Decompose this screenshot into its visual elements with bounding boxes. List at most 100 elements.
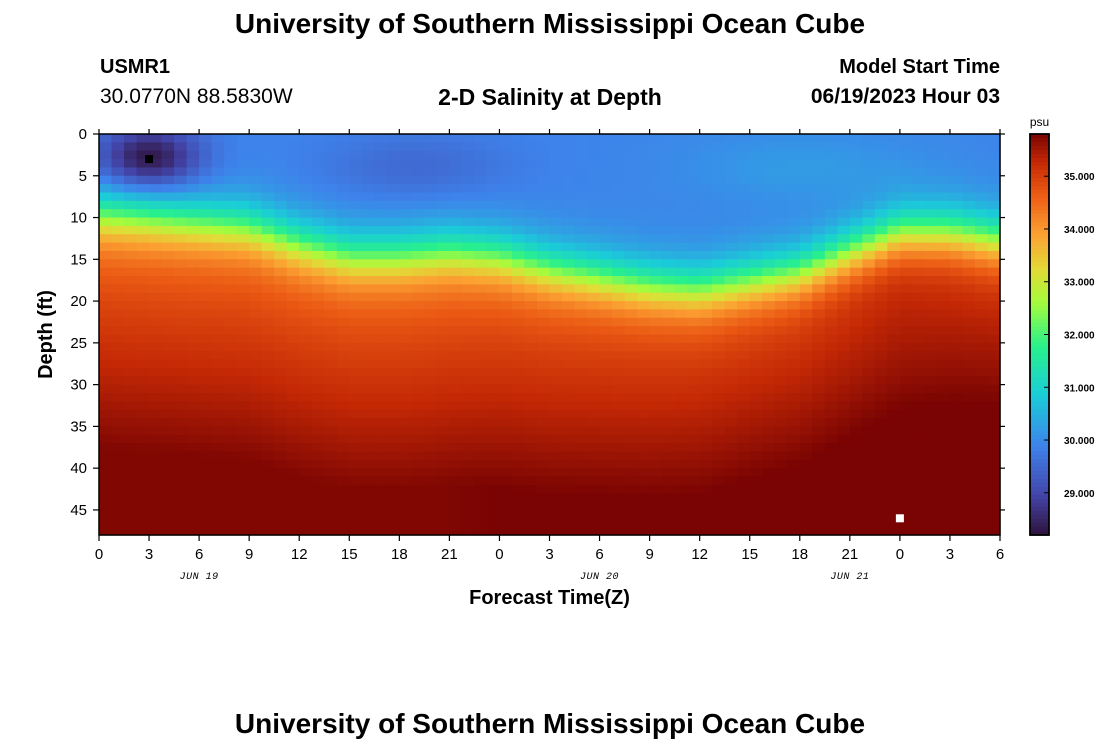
heatmap-cell bbox=[336, 225, 350, 235]
colorbar-cell bbox=[1030, 362, 1049, 368]
heatmap-cell bbox=[386, 309, 400, 319]
heatmap-cell bbox=[524, 267, 538, 277]
colorbar-cell bbox=[1030, 454, 1049, 460]
heatmap-cell bbox=[399, 443, 413, 453]
heatmap-cell bbox=[261, 159, 275, 169]
heatmap-cell bbox=[336, 159, 350, 169]
heatmap-cell bbox=[436, 351, 450, 361]
heatmap-cell bbox=[174, 150, 188, 160]
heatmap-cell bbox=[662, 292, 676, 302]
heatmap-cell bbox=[737, 392, 751, 402]
heatmap-cell bbox=[311, 142, 325, 152]
colorbar-cell bbox=[1030, 306, 1049, 312]
heatmap-cell bbox=[174, 459, 188, 469]
heatmap-cell bbox=[436, 434, 450, 444]
heatmap-cell bbox=[687, 167, 701, 177]
heatmap-cell bbox=[211, 418, 225, 427]
heatmap-cell bbox=[937, 359, 951, 369]
heatmap-cell bbox=[637, 192, 651, 202]
heatmap-cell bbox=[249, 250, 263, 260]
heatmap-cell bbox=[411, 317, 425, 327]
heatmap-cell bbox=[712, 284, 726, 294]
heatmap-cell bbox=[436, 284, 450, 294]
heatmap-cell bbox=[336, 384, 350, 394]
heatmap-cell bbox=[887, 484, 901, 494]
heatmap-cell bbox=[199, 184, 213, 194]
heatmap-cell bbox=[299, 443, 313, 453]
heatmap-cell bbox=[449, 284, 463, 294]
heatmap-cell bbox=[662, 342, 676, 352]
heatmap-cell bbox=[799, 175, 813, 185]
heatmap-cell bbox=[924, 326, 939, 336]
heatmap-cell bbox=[386, 175, 400, 185]
heatmap-cell bbox=[149, 209, 163, 219]
heatmap-cell bbox=[862, 259, 876, 269]
heatmap-cell bbox=[812, 476, 826, 486]
heatmap-cell bbox=[674, 376, 688, 386]
heatmap-cell bbox=[612, 326, 626, 336]
model-start-label: Model Start Time bbox=[839, 56, 1000, 78]
heatmap-cell bbox=[349, 159, 363, 169]
heatmap-cell bbox=[436, 225, 450, 235]
heatmap-cell bbox=[349, 242, 363, 252]
heatmap-cell bbox=[386, 376, 400, 386]
heatmap-cell bbox=[299, 468, 313, 478]
heatmap-cell bbox=[874, 175, 888, 185]
heatmap-cell bbox=[699, 359, 713, 369]
heatmap-cell bbox=[524, 526, 538, 536]
heatmap-cell bbox=[637, 242, 651, 252]
heatmap-cell bbox=[311, 334, 325, 344]
heatmap-cell bbox=[724, 443, 738, 453]
heatmap-cell bbox=[849, 476, 863, 486]
heatmap-cell bbox=[411, 276, 425, 285]
heatmap-cell bbox=[511, 509, 526, 519]
heatmap-cell bbox=[562, 217, 576, 227]
heatmap-cell bbox=[199, 317, 213, 327]
colorbar-cell bbox=[1030, 182, 1049, 187]
heatmap-cell bbox=[399, 200, 413, 210]
heatmap-cell bbox=[249, 209, 263, 219]
heatmap-cell bbox=[587, 150, 601, 160]
heatmap-cell bbox=[399, 426, 413, 436]
heatmap-cell bbox=[474, 209, 488, 219]
heatmap-cell bbox=[574, 501, 588, 511]
heatmap-cell bbox=[587, 184, 601, 194]
heatmap-cell bbox=[812, 409, 826, 419]
heatmap-cell bbox=[749, 150, 763, 160]
heatmap-cell bbox=[712, 451, 726, 461]
heatmap-cell bbox=[699, 476, 713, 486]
heatmap-cell bbox=[737, 384, 751, 394]
heatmap-cell bbox=[762, 526, 776, 536]
heatmap-cell bbox=[849, 284, 863, 294]
heatmap-cell bbox=[687, 509, 701, 519]
heatmap-cell bbox=[149, 376, 163, 386]
heatmap-cell bbox=[99, 167, 113, 177]
heatmap-cell bbox=[449, 209, 463, 219]
heatmap-cell bbox=[724, 242, 738, 252]
heatmap-cell bbox=[662, 284, 676, 294]
heatmap-cell bbox=[862, 175, 876, 185]
heatmap-cell bbox=[486, 501, 501, 511]
heatmap-cell bbox=[486, 217, 501, 227]
heatmap-cell bbox=[562, 526, 576, 536]
heatmap-cell bbox=[136, 351, 150, 361]
heatmap-cell bbox=[361, 309, 375, 319]
heatmap-cell bbox=[199, 459, 213, 469]
heatmap-cell bbox=[712, 468, 726, 478]
heatmap-cell bbox=[637, 200, 651, 210]
heatmap-cell bbox=[249, 292, 263, 302]
heatmap-cell bbox=[987, 209, 1001, 219]
heatmap-cell bbox=[649, 468, 663, 478]
heatmap-cell bbox=[774, 242, 788, 252]
y-tick-label: 20 bbox=[70, 293, 87, 310]
heatmap-cell bbox=[662, 418, 676, 427]
heatmap-cell bbox=[774, 159, 788, 169]
heatmap-cell bbox=[524, 334, 538, 344]
heatmap-cell bbox=[286, 267, 300, 277]
heatmap-cell bbox=[687, 250, 701, 260]
heatmap-cell bbox=[662, 217, 676, 227]
heatmap-cell bbox=[824, 334, 838, 344]
heatmap-cell bbox=[224, 267, 238, 277]
colorbar-cell bbox=[1030, 262, 1049, 267]
